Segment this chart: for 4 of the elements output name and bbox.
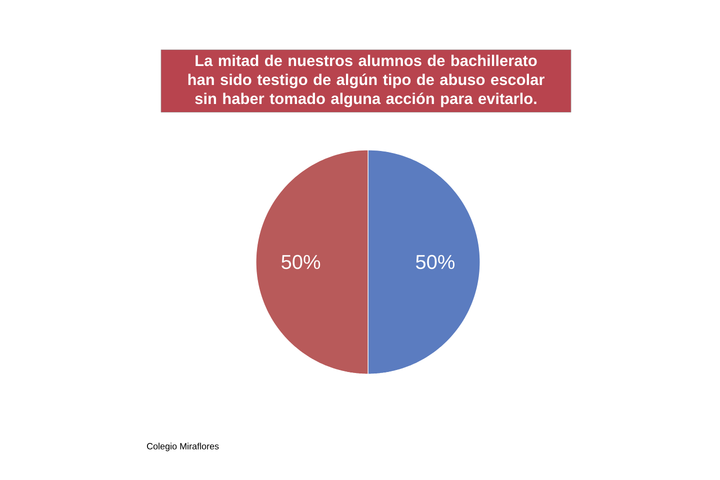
chart-title: La mitad de nuestros alumnos de bachillerato han sido testigo de algún tipo de abuso escolar sin haber tomado alguna acción para evitarlo. (188, 54, 544, 108)
data-label: 50% (416, 254, 454, 270)
data-label: 50% (282, 254, 320, 270)
text: Colegio Miraflores (146, 442, 219, 452)
